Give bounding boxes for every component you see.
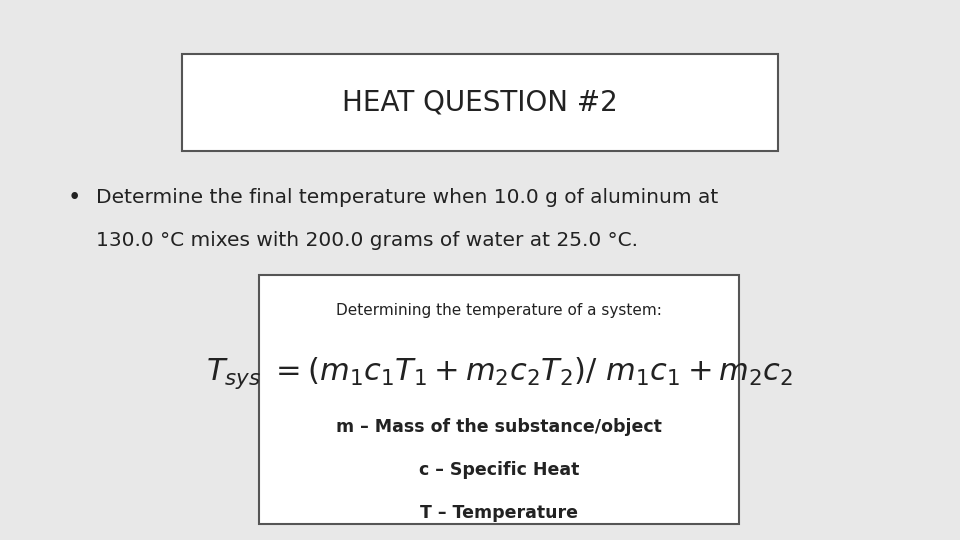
FancyBboxPatch shape: [259, 275, 739, 524]
Text: c – Specific Heat: c – Specific Heat: [419, 461, 580, 479]
Text: Determine the final temperature when 10.0 g of aluminum at: Determine the final temperature when 10.…: [96, 187, 718, 207]
Text: •: •: [67, 186, 81, 208]
Text: Determining the temperature of a system:: Determining the temperature of a system:: [336, 303, 662, 318]
Text: m – Mass of the substance/object: m – Mass of the substance/object: [336, 417, 662, 436]
Text: $T_{sys}$ $= (m_1c_1T_1 + m_2c_2T_2)/\ m_1c_1 + m_2c_2$: $T_{sys}$ $= (m_1c_1T_1 + m_2c_2T_2)/\ m…: [205, 355, 793, 390]
Text: HEAT QUESTION #2: HEAT QUESTION #2: [342, 89, 618, 117]
FancyBboxPatch shape: [182, 54, 778, 151]
Text: T – Temperature: T – Temperature: [420, 504, 578, 522]
Text: 130.0 °C mixes with 200.0 grams of water at 25.0 °C.: 130.0 °C mixes with 200.0 grams of water…: [96, 231, 638, 250]
